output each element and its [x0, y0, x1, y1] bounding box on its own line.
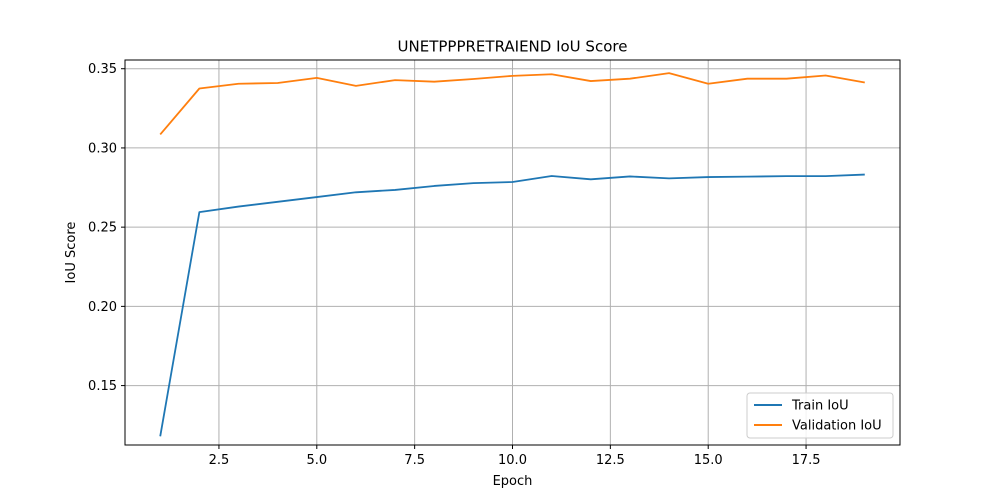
y-tick-label: 0.25 [88, 221, 117, 236]
x-tick-label: 12.5 [596, 453, 625, 468]
legend-label-validation: Validation IoU [792, 419, 882, 434]
x-tick-label: 2.5 [209, 453, 230, 468]
x-tick-label: 17.5 [792, 453, 821, 468]
x-axis-label: Epoch [493, 474, 533, 489]
legend: Train IoU Validation IoU [746, 392, 894, 439]
x-tick-label: 5.0 [306, 453, 327, 468]
x-axis-ticks: 2.5 5.0 7.5 10.0 12.5 15.0 17.5 [209, 445, 821, 468]
legend-label-train: Train IoU [791, 399, 849, 414]
y-tick-label: 0.35 [88, 62, 117, 77]
y-tick-label: 0.15 [88, 379, 117, 394]
y-axis-ticks: 0.15 0.20 0.25 0.30 0.35 [88, 62, 125, 394]
series-lines [159, 72, 865, 437]
y-tick-label: 0.20 [88, 300, 117, 315]
train-iou-line [159, 173, 865, 437]
x-tick-label: 15.0 [694, 453, 723, 468]
x-tick-label: 7.5 [404, 453, 425, 468]
x-tick-label: 10.0 [498, 453, 527, 468]
y-tick-label: 0.30 [88, 141, 117, 156]
validation-iou-line [159, 72, 865, 136]
y-axis-label: IoU Score [64, 222, 79, 284]
grid-lines [125, 60, 900, 445]
legend-box [746, 392, 894, 439]
chart-title: UNETPPPRETRAIEND IoU Score [398, 38, 628, 56]
